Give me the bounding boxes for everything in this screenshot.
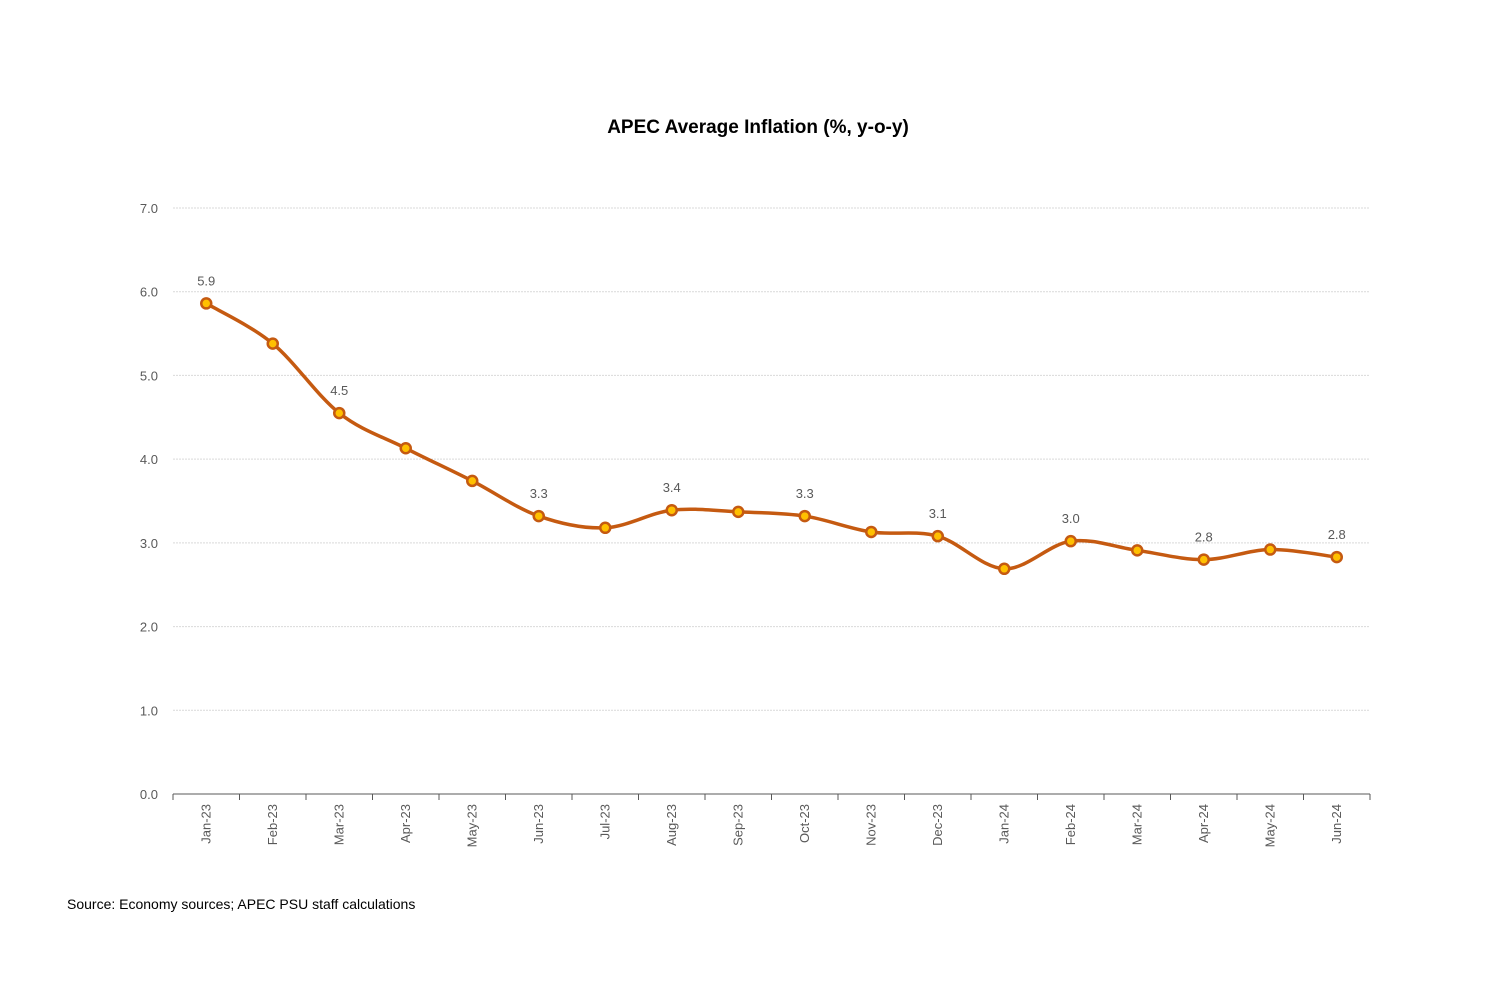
data-label: 3.1 (929, 506, 947, 521)
x-tick-label: Apr-24 (1196, 804, 1211, 843)
data-point (399, 442, 412, 455)
data-point (532, 509, 545, 523)
data-point (200, 297, 213, 310)
x-tick-label: Apr-23 (398, 804, 413, 843)
x-tick-label: May-24 (1262, 804, 1277, 847)
data-label: 5.9 (197, 273, 215, 288)
y-tick-label: 6.0 (140, 285, 158, 300)
x-tick-label: Jan-23 (198, 804, 213, 844)
data-point (599, 521, 612, 535)
x-axis (172, 793, 1371, 800)
source-note: Source: Economy sources; APEC PSU staff … (67, 896, 416, 912)
data-point (732, 505, 745, 519)
x-tick-label: Jun-24 (1329, 804, 1344, 844)
gridlines (173, 207, 1370, 711)
data-point (1264, 543, 1277, 556)
data-point (998, 562, 1011, 576)
x-tick-label: Jul-23 (597, 804, 612, 839)
chart-title: APEC Average Inflation (%, y-o-y) (607, 117, 909, 138)
x-tick-labels: Jan-23 Feb-23 Mar-23 Apr-23 May-23 Jun-23 Jul-… (198, 804, 1344, 847)
data-label: 3.4 (663, 480, 681, 495)
data-point (1330, 550, 1343, 564)
x-tick-label: Feb-24 (1063, 804, 1078, 845)
x-tick-label: Jun-23 (531, 804, 546, 844)
data-label: 2.8 (1328, 527, 1346, 542)
data-labels: 5.9 4.5 3.3 3.4 3.3 3.1 3.0 2.8 2.8 (197, 273, 1346, 544)
data-point (1064, 534, 1077, 548)
data-point (1197, 553, 1210, 566)
x-tick-label: Nov-23 (863, 804, 878, 846)
data-label: 3.3 (796, 486, 814, 501)
y-axis: 0.0 1.0 2.0 3.0 4.0 5.0 6.0 7.0 (140, 201, 158, 802)
x-tick-label: May-23 (464, 804, 479, 847)
y-tick-label: 2.0 (140, 620, 158, 635)
x-tick-label: Jan-24 (996, 804, 1011, 844)
data-point (665, 503, 678, 517)
inflation-line (204, 301, 1339, 571)
y-tick-label: 5.0 (140, 368, 158, 383)
x-tick-label: Mar-24 (1129, 804, 1144, 845)
data-point (266, 337, 279, 350)
data-point (931, 529, 944, 543)
x-tick-label: Dec-23 (930, 804, 945, 846)
data-label: 3.0 (1062, 511, 1080, 526)
data-point (798, 509, 811, 523)
x-tick-label: Feb-23 (265, 804, 280, 845)
data-point (333, 406, 346, 420)
y-tick-label: 4.0 (140, 452, 158, 467)
data-label: 2.8 (1195, 530, 1213, 545)
data-label: 4.5 (330, 383, 348, 398)
data-points (200, 297, 1343, 576)
data-point (466, 474, 479, 488)
x-tick-label: Oct-23 (797, 804, 812, 843)
y-tick-label: 3.0 (140, 536, 158, 551)
x-tick-label: Mar-23 (331, 804, 346, 845)
x-tick-label: Aug-23 (664, 804, 679, 846)
series-line (204, 301, 1339, 571)
y-tick-label: 7.0 (140, 201, 158, 216)
x-tick-label: Sep-23 (730, 804, 745, 846)
y-tick-label: 0.0 (140, 787, 158, 802)
data-label: 3.3 (530, 486, 548, 501)
data-point (865, 525, 878, 539)
data-point (1131, 544, 1144, 557)
y-tick-label: 1.0 (140, 703, 158, 718)
